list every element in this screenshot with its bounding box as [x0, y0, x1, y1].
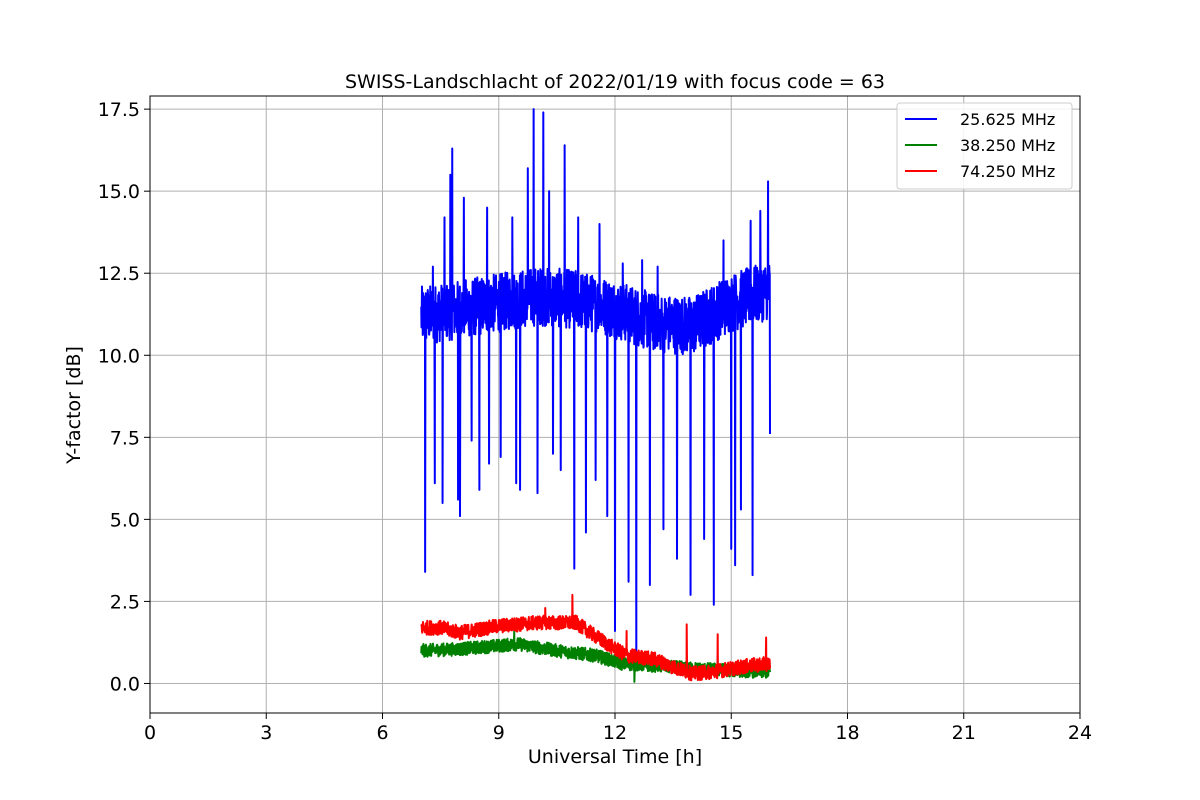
x-tick-label: 18 — [835, 722, 859, 744]
legend: 25.625 MHz 38.250 MHz 74.250 MHz — [896, 102, 1073, 190]
legend-box — [896, 102, 1073, 190]
x-tick-label: 9 — [493, 722, 505, 744]
x-tick-label: 21 — [952, 722, 976, 744]
x-tick-label: 0 — [144, 722, 156, 744]
y-tick-label: 17.5 — [98, 99, 140, 121]
y-tick-label: 7.5 — [110, 427, 140, 449]
y-tick-label: 2.5 — [110, 591, 140, 613]
x-axis: 0 3 6 9 12 15 18 21 24 — [144, 713, 1092, 744]
legend-label: 38.250 MHz — [960, 136, 1055, 155]
y-axis: 0.0 2.5 5.0 7.5 10.0 12.5 15.0 17.5 — [98, 99, 150, 695]
y-axis-label: Y-factor [dB] — [63, 346, 85, 465]
legend-label: 25.625 MHz — [960, 110, 1055, 129]
plot-area — [420, 108, 771, 683]
x-tick-label: 15 — [719, 722, 743, 744]
x-tick-label: 6 — [376, 722, 388, 744]
x-axis-label: Universal Time [h] — [528, 746, 702, 768]
y-tick-label: 10.0 — [98, 345, 140, 367]
chart-title: SWISS-Landschlacht of 2022/01/19 with fo… — [345, 71, 885, 93]
series-line — [420, 593, 771, 682]
legend-label: 74.250 MHz — [960, 162, 1055, 181]
x-tick-label: 12 — [603, 722, 627, 744]
y-tick-label: 15.0 — [98, 181, 140, 203]
y-tick-label: 0.0 — [110, 673, 140, 695]
y-tick-label: 5.0 — [110, 509, 140, 531]
y-tick-label: 12.5 — [98, 263, 140, 285]
x-tick-label: 3 — [260, 722, 272, 744]
x-tick-label: 24 — [1068, 722, 1092, 744]
series-line — [420, 108, 771, 662]
